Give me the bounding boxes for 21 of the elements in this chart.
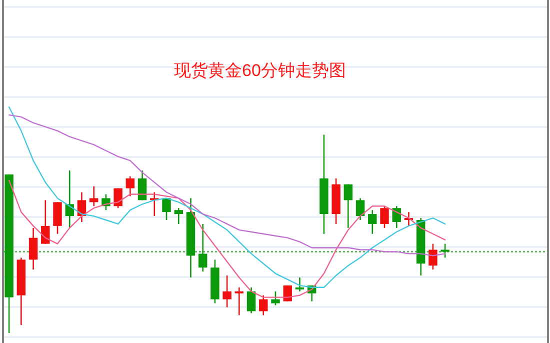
candlestick	[428, 243, 438, 270]
candlestick	[440, 243, 450, 258]
candlestick	[53, 202, 62, 235]
candlestick	[198, 223, 208, 272]
candlestick	[126, 176, 135, 197]
candlestick	[174, 207, 183, 225]
candlestick	[295, 276, 304, 292]
candlestick	[368, 209, 377, 235]
candlestick	[89, 186, 98, 207]
candlestick	[246, 286, 256, 314]
chart-title: 现货黄金60分钟走势图	[174, 61, 346, 80]
candlestick	[41, 200, 50, 244]
candlestick	[356, 198, 365, 221]
candlestick	[162, 198, 171, 221]
candlestick	[344, 184, 353, 229]
candlestick	[380, 205, 389, 229]
candlestick	[28, 227, 38, 270]
candlestick	[234, 286, 244, 316]
candlestick	[259, 294, 268, 316]
candlestick	[271, 290, 280, 306]
candlestick	[222, 274, 232, 308]
